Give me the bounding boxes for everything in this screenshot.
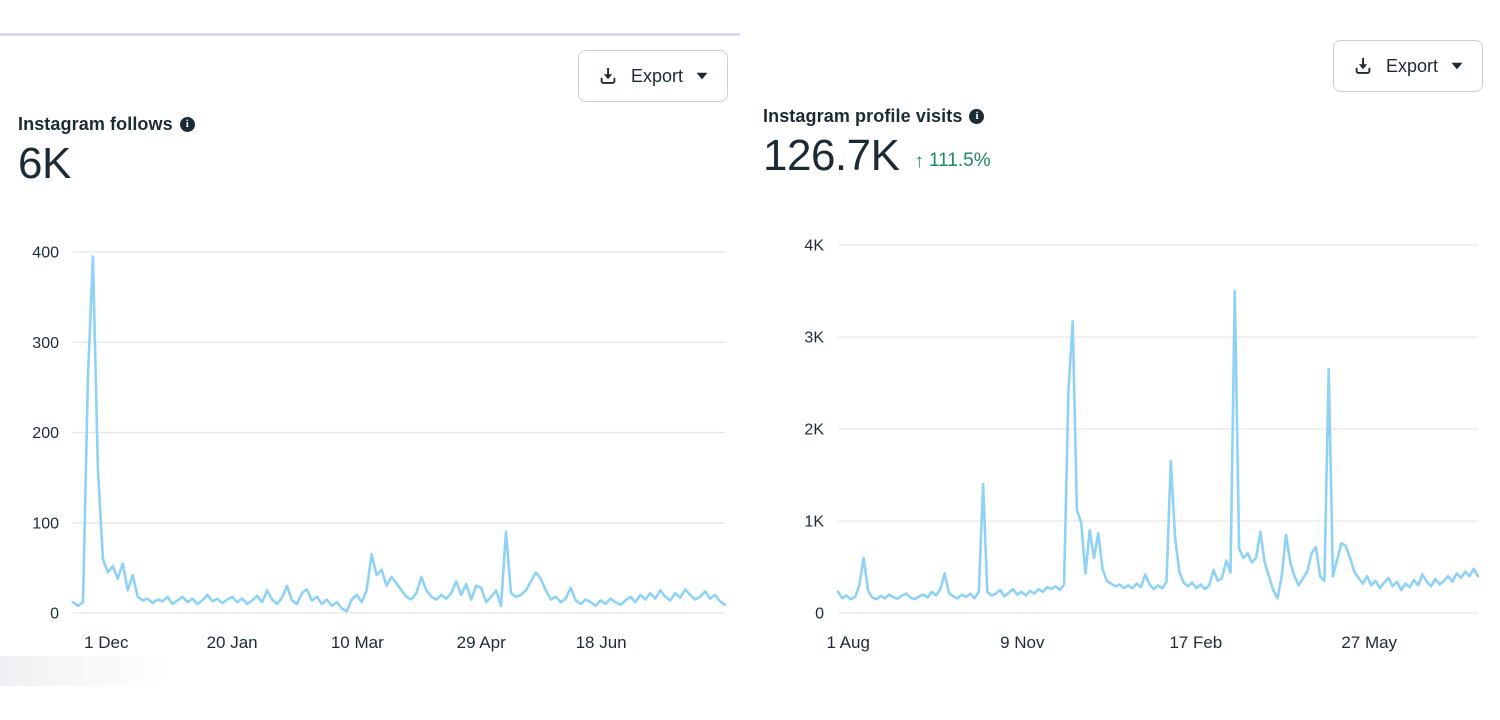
x-tick-label: 29 Apr xyxy=(457,633,506,652)
metric-header: Instagram profile visits i xyxy=(763,106,985,127)
export-button[interactable]: Export xyxy=(1332,40,1483,92)
data-line xyxy=(836,289,1480,601)
metric-title: Instagram follows xyxy=(18,114,173,134)
download-icon xyxy=(1355,58,1371,74)
y-tick-label: 400 xyxy=(32,245,59,262)
metric-summary: 6K xyxy=(18,139,71,188)
export-button[interactable]: Export xyxy=(577,50,728,102)
metric-summary: 126.7K ↑ 111.5% xyxy=(763,131,991,180)
chevron-down-icon xyxy=(1451,62,1463,70)
metric-header: Instagram follows i xyxy=(18,114,195,135)
metric-total-value: 126.7K xyxy=(763,131,900,180)
profile-visits-line-chart: 0 1K 2K 3K 4K 1 Aug 9 Nov 17 Feb 27 May xyxy=(804,238,1480,652)
y-tick-label: 1K xyxy=(804,514,824,531)
metric-change-value: 111.5% xyxy=(928,150,991,172)
up-arrow-icon: ↑ xyxy=(914,150,924,172)
export-label: Export xyxy=(1385,55,1438,76)
metric-title: Instagram profile visits xyxy=(763,106,963,126)
y-tick-label: 0 xyxy=(815,606,824,623)
card-top-accent-line xyxy=(0,33,740,36)
y-tick-label: 4K xyxy=(804,238,824,255)
y-tick-label: 2K xyxy=(804,422,824,439)
info-icon[interactable]: i xyxy=(969,109,985,124)
x-tick-label: 9 Nov xyxy=(1000,633,1045,652)
profile-visits-card: Export Instagram profile visits i 126.7K… xyxy=(755,0,1500,720)
download-icon xyxy=(600,68,616,84)
metric-change-badge: ↑ 111.5% xyxy=(914,150,990,180)
x-tick-label: 18 Jun xyxy=(576,633,627,652)
y-tick-label: 200 xyxy=(32,425,59,442)
info-icon[interactable]: i xyxy=(179,117,195,132)
x-tick-label: 27 May xyxy=(1341,633,1397,652)
x-tick-label: 17 Feb xyxy=(1169,633,1222,652)
x-tick-label: 10 Mar xyxy=(331,633,384,652)
x-tick-label: 1 Aug xyxy=(826,633,870,652)
y-tick-label: 0 xyxy=(50,606,59,623)
y-tick-label: 100 xyxy=(32,515,59,532)
metric-total-value: 6K xyxy=(18,139,71,188)
partial-element-edge xyxy=(0,656,170,686)
follows-card: Export Instagram follows i 6K 0 100 200 300… xyxy=(0,0,740,720)
x-tick-label: 20 Jan xyxy=(207,633,258,652)
x-tick-label: 1 Dec xyxy=(84,633,129,652)
chevron-down-icon xyxy=(696,72,708,80)
data-line xyxy=(71,255,727,613)
y-tick-label: 300 xyxy=(32,335,59,352)
export-label: Export xyxy=(630,65,683,86)
follows-line-chart: 0 100 200 300 400 1 Dec 20 Jan 10 Mar 29 Apr 18 J… xyxy=(32,245,727,652)
y-tick-label: 3K xyxy=(804,330,824,347)
